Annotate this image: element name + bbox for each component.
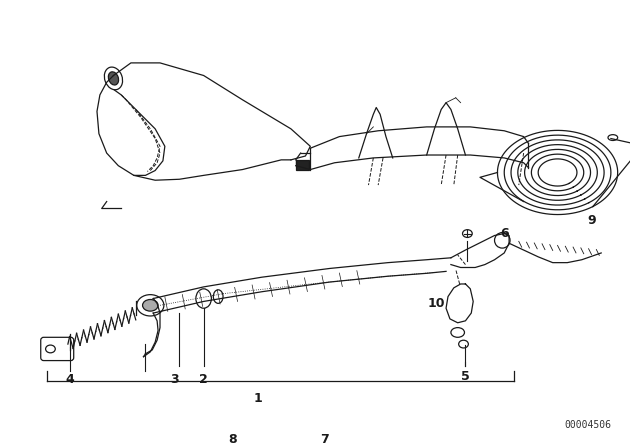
Text: 3: 3 xyxy=(170,372,179,385)
Text: 2: 2 xyxy=(199,372,208,385)
Ellipse shape xyxy=(45,345,55,353)
Circle shape xyxy=(495,233,510,248)
Ellipse shape xyxy=(143,300,158,311)
Ellipse shape xyxy=(104,67,123,90)
Text: 00004506: 00004506 xyxy=(564,420,611,430)
Ellipse shape xyxy=(196,289,211,308)
Text: 4: 4 xyxy=(65,372,74,385)
Ellipse shape xyxy=(451,327,465,337)
Text: 1: 1 xyxy=(253,392,262,405)
Ellipse shape xyxy=(108,72,118,85)
Text: 5: 5 xyxy=(461,370,470,383)
FancyBboxPatch shape xyxy=(41,337,74,361)
Ellipse shape xyxy=(463,230,472,237)
Polygon shape xyxy=(446,284,473,323)
Ellipse shape xyxy=(608,135,618,141)
Ellipse shape xyxy=(459,340,468,348)
Text: 6: 6 xyxy=(500,227,509,240)
Text: 7: 7 xyxy=(321,433,329,446)
Text: 9: 9 xyxy=(587,215,596,228)
Ellipse shape xyxy=(137,295,164,316)
Text: 8: 8 xyxy=(228,433,237,446)
Text: 10: 10 xyxy=(428,297,445,310)
Ellipse shape xyxy=(213,290,223,303)
FancyBboxPatch shape xyxy=(296,160,309,169)
